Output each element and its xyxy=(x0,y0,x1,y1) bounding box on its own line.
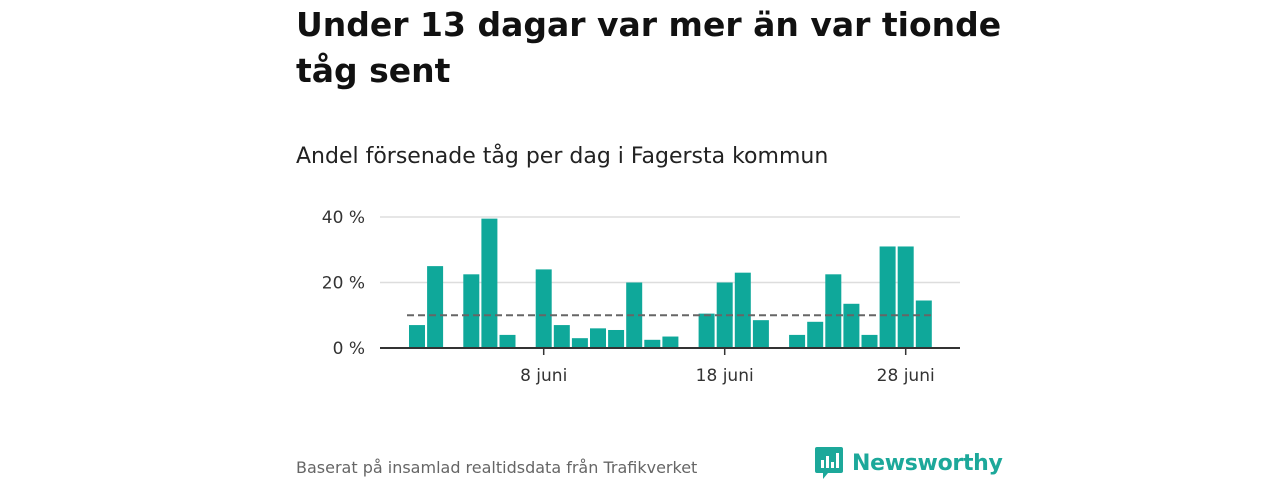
bar xyxy=(608,329,625,348)
bar xyxy=(716,282,733,348)
newsworthy-logo-icon xyxy=(815,447,843,479)
x-axis-ticks: 8 juni 18 juni 28 juni xyxy=(520,348,935,386)
bar xyxy=(463,274,480,348)
bar xyxy=(807,321,824,348)
bar xyxy=(879,246,896,348)
bar xyxy=(861,334,878,348)
bar xyxy=(499,334,516,348)
bar xyxy=(427,266,444,348)
grid-lines xyxy=(380,216,960,284)
bar xyxy=(897,246,914,348)
y-tick-label: 40 % xyxy=(322,208,365,228)
x-tick-label: 18 juni xyxy=(696,366,754,386)
bars xyxy=(409,218,932,348)
bar xyxy=(535,269,552,348)
x-tick-label: 28 juni xyxy=(877,366,935,386)
bar xyxy=(752,320,769,348)
bar xyxy=(409,325,425,348)
bar xyxy=(481,218,498,348)
bar xyxy=(734,272,751,348)
bar xyxy=(553,325,570,348)
bar xyxy=(590,328,606,348)
y-tick-label: 20 % xyxy=(322,274,365,294)
bar-chart: 0 % 20 % 40 % 8 juni 18 juni 28 juni xyxy=(322,208,960,386)
y-axis-ticks: 0 % 20 % 40 % xyxy=(322,208,365,359)
brand-name: Newsworthy xyxy=(852,450,1003,476)
bar xyxy=(915,300,932,348)
bar xyxy=(644,339,661,348)
chart-subtitle: Andel försenade tåg per dag i Fagersta k… xyxy=(296,144,829,169)
bar xyxy=(698,313,715,348)
bar xyxy=(843,303,860,348)
chart-title: Under 13 dagar var mer än var tionde tåg… xyxy=(296,5,1002,90)
bar xyxy=(789,334,806,348)
y-tick-label: 0 % xyxy=(333,339,365,359)
bar xyxy=(662,336,679,348)
newsworthy-logo[interactable]: Newsworthy xyxy=(814,446,1003,480)
bar xyxy=(571,338,588,348)
bar xyxy=(626,282,643,348)
bar xyxy=(825,274,842,348)
x-tick-label: 8 juni xyxy=(520,366,567,386)
source-note: Baserat på insamlad realtidsdata från Tr… xyxy=(296,458,698,477)
